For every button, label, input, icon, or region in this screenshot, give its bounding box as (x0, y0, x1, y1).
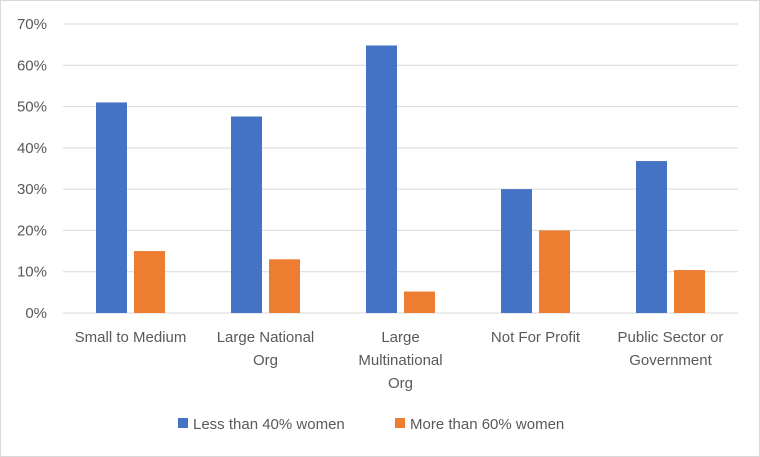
bar-series-1-2 (231, 116, 262, 313)
bar-series-1-1 (96, 102, 127, 313)
y-tick-label: 10% (17, 264, 47, 281)
bar-series-1-3 (366, 45, 397, 314)
bar-series-2-1 (134, 251, 165, 313)
legend-swatch (395, 418, 405, 428)
y-tick-label: 0% (25, 305, 47, 322)
x-category-label: Org (253, 352, 278, 369)
bar-series-2-3 (404, 291, 435, 313)
y-tick-label: 50% (17, 99, 47, 116)
x-category-label: Public Sector or (618, 329, 724, 346)
bars (96, 45, 705, 314)
y-axis-tick-labels: 0% 10% 20% 30% 40% 50% 60% 70% (17, 16, 47, 322)
x-category-label: Large National (217, 329, 315, 346)
x-category-label: Government (629, 352, 712, 369)
bar-series-2-5 (674, 270, 705, 313)
legend: Less than 40% women More than 60% women (178, 416, 564, 433)
bar-series-2-4 (539, 230, 570, 313)
bar-series-2-2 (269, 259, 300, 313)
y-tick-label: 30% (17, 181, 47, 198)
bar-series-1-5 (636, 161, 667, 313)
x-category-label: Large (381, 329, 419, 346)
x-axis-category-labels: Small to Medium Large National Org Large Mul… (75, 329, 724, 392)
y-tick-label: 60% (17, 57, 47, 74)
x-category-label: Small to Medium (75, 329, 187, 346)
bar-series-1-4 (501, 189, 532, 313)
y-tick-label: 40% (17, 140, 47, 157)
x-category-label: Not For Profit (491, 329, 581, 346)
legend-swatch (178, 418, 188, 428)
legend-label: More than 60% women (410, 416, 564, 433)
gridlines (63, 23, 738, 314)
y-tick-label: 20% (17, 222, 47, 239)
y-tick-label: 70% (17, 16, 47, 33)
legend-label: Less than 40% women (193, 416, 345, 433)
x-category-label: Multinational (358, 352, 442, 369)
x-category-label: Org (388, 375, 413, 392)
